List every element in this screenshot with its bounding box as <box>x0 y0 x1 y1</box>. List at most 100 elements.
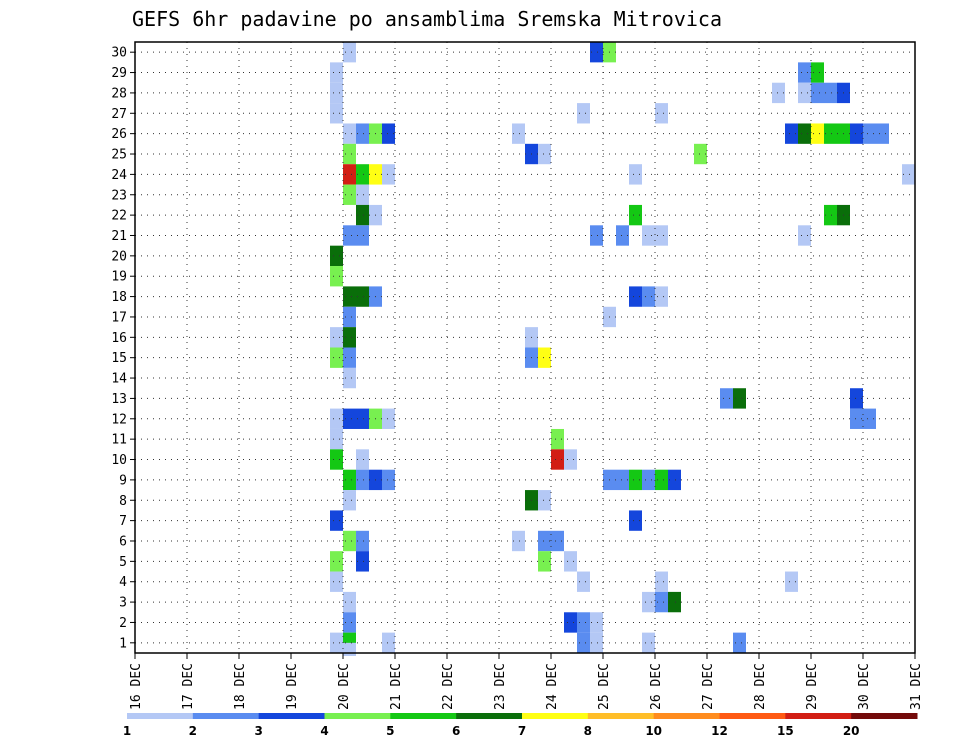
heat-cell <box>356 530 369 552</box>
y-tick-label: 9 <box>119 473 127 488</box>
y-tick-label: 29 <box>111 66 127 81</box>
colorbar-label: 8 <box>584 724 592 738</box>
heat-cell <box>798 123 811 144</box>
gridlines <box>135 42 915 653</box>
heat-cell <box>356 204 369 226</box>
x-tick-label: 20 DEC <box>337 663 352 710</box>
heat-cell <box>551 428 564 450</box>
colorbar-label: 20 <box>843 724 860 738</box>
colorbar: 1 2 3 4 5 6 7 8 10 12 15 20 <box>123 713 918 738</box>
x-tick-label: 21 DEC <box>389 663 404 710</box>
heat-cell <box>824 204 837 226</box>
heat-cell <box>356 286 369 307</box>
heat-cell <box>330 408 343 429</box>
heat-cell <box>538 530 551 552</box>
heat-cell <box>694 143 707 165</box>
heat-cell <box>642 632 655 653</box>
colorbar-swatch <box>456 713 523 719</box>
colorbar-label: 3 <box>254 724 262 738</box>
heat-cell <box>551 449 564 470</box>
heat-cell <box>590 632 603 653</box>
heat-cell <box>824 82 837 104</box>
heat-cell <box>642 286 655 307</box>
heat-cell <box>330 632 343 653</box>
heat-cell <box>356 184 369 205</box>
heat-cell <box>382 632 395 653</box>
heat-cell <box>330 551 343 572</box>
heat-cell <box>655 591 668 613</box>
heat-cell <box>356 449 369 470</box>
y-tick-label: 17 <box>111 310 127 325</box>
heat-cell <box>629 286 642 307</box>
colorbar-swatch <box>653 713 720 719</box>
heat-cell <box>330 82 343 104</box>
heat-cell <box>772 82 785 104</box>
x-tick-label: 24 DEC <box>545 663 560 710</box>
heat-cell <box>629 204 642 226</box>
heat-cell <box>356 408 369 429</box>
colorbar-swatch <box>324 713 391 719</box>
heat-cell <box>564 449 577 470</box>
heat-cell <box>551 530 564 552</box>
heat-cell <box>564 551 577 572</box>
heat-cell <box>668 591 681 613</box>
heat-cell <box>343 530 356 552</box>
heat-cell <box>629 510 642 531</box>
heat-cell <box>811 62 824 83</box>
heat-cell <box>343 612 356 633</box>
y-tick-label: 7 <box>119 514 127 529</box>
heat-cell <box>824 123 837 144</box>
colorbar-label: 7 <box>518 724 526 738</box>
y-tick-label: 25 <box>111 148 127 163</box>
heat-cell <box>382 408 395 429</box>
axes: 1234567891011121314151617181920212223242… <box>111 41 924 710</box>
heat-cell <box>538 490 551 511</box>
y-tick-label: 3 <box>119 596 127 611</box>
heat-cell <box>655 286 668 307</box>
heat-cell <box>720 388 733 409</box>
heat-cell <box>876 123 889 144</box>
x-tick-label: 22 DEC <box>441 663 456 710</box>
heat-cell <box>512 123 525 144</box>
y-tick-label: 23 <box>111 188 127 203</box>
x-tick-label: 19 DEC <box>285 663 300 710</box>
y-tick-label: 13 <box>111 392 127 407</box>
heat-cell <box>343 327 356 348</box>
colorbar-label: 10 <box>645 724 662 738</box>
heat-cell <box>590 42 603 63</box>
heat-cell <box>356 123 369 144</box>
heat-cell <box>538 551 551 572</box>
heat-cell <box>343 42 356 63</box>
heat-cell <box>538 347 551 368</box>
y-tick-label: 26 <box>111 127 127 142</box>
heat-cell <box>655 103 668 124</box>
colorbar-label: 1 <box>123 724 131 738</box>
colorbar-swatch <box>192 713 260 719</box>
y-tick-label: 30 <box>111 46 127 61</box>
heat-cell <box>343 347 356 368</box>
x-tick-label: 31 DEC <box>909 663 924 710</box>
heat-cell <box>330 428 343 450</box>
x-tick-label: 27 DEC <box>701 663 716 710</box>
colorbar-swatch <box>719 713 786 719</box>
chart-title: GEFS 6hr padavine po ansamblima Sremska … <box>132 7 722 31</box>
y-tick-label: 20 <box>111 249 127 264</box>
colorbar-swatch <box>851 713 918 719</box>
y-tick-label: 21 <box>111 229 127 244</box>
heat-cell <box>590 612 603 633</box>
heat-cell <box>616 225 629 246</box>
y-tick-label: 28 <box>111 86 127 101</box>
heat-cell <box>330 62 343 83</box>
heat-cell <box>343 367 356 389</box>
heat-cell <box>330 571 343 592</box>
x-tick-label: 23 DEC <box>493 663 508 710</box>
y-tick-label: 14 <box>111 372 127 387</box>
heat-cell <box>343 490 356 511</box>
heat-cell <box>629 469 642 491</box>
heat-cell <box>330 327 343 348</box>
heat-cell <box>343 306 356 328</box>
x-tick-label: 18 DEC <box>233 663 248 710</box>
colorbar-swatch <box>587 713 655 719</box>
y-tick-label: 19 <box>111 270 127 285</box>
